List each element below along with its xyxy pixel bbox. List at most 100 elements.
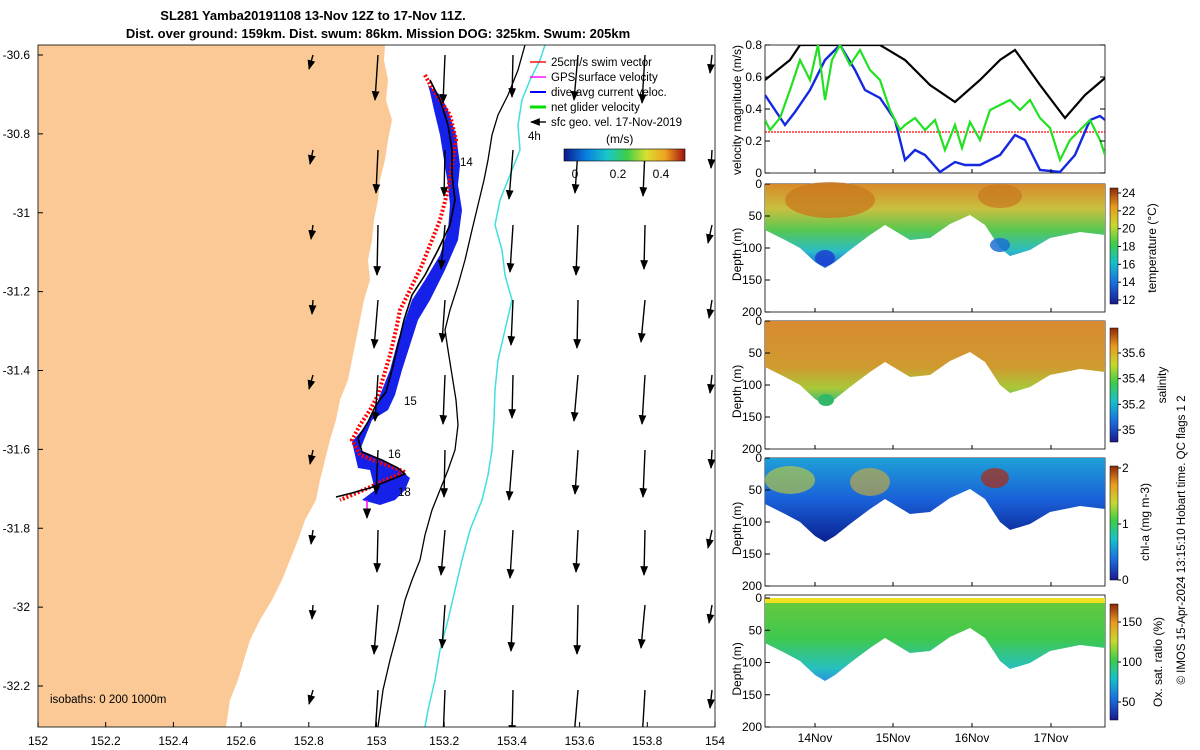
oxygen-depth-tick-label: 150 — [742, 688, 762, 702]
geo-velocity-arrow — [638, 54, 647, 104]
geo-velocity-arrow — [508, 689, 517, 727]
temperature-cbar-tick-label: 14 — [1122, 275, 1136, 289]
geo-velocity-arrow — [573, 604, 582, 655]
isobaths-label: isobaths: 0 200 1000m — [50, 694, 166, 706]
oxygen-depth-tick-label: 50 — [749, 623, 763, 637]
temperature-cbar-tick-label: 24 — [1122, 186, 1136, 200]
current-velocity-line — [765, 45, 1105, 173]
map-y-tick-label: -30.8 — [3, 127, 31, 141]
salinity-depth-tick-label: 200 — [742, 442, 762, 456]
oxygen-depth-tick-label: 0 — [755, 591, 762, 605]
geo-velocity-arrow — [505, 149, 514, 200]
geo-velocity-arrow — [640, 224, 649, 270]
geo-velocity-arrow — [637, 604, 646, 649]
map-y-tick-label: -32 — [13, 600, 31, 614]
map-y-tick-label: -32.2 — [3, 679, 31, 693]
geo-velocity-arrow — [308, 224, 317, 240]
cold-core-1 — [815, 250, 835, 266]
geo-velocity-arrow — [307, 54, 316, 70]
map-y-tick-label: -31.2 — [3, 285, 31, 299]
geo-velocity-arrow — [707, 54, 715, 74]
velocity-panel: 0 0.2 0.4 0.6 0.8 velocity magnitude (m/s) — [730, 38, 1106, 180]
low-salinity-core — [818, 394, 834, 406]
chla-depth-tick-label: 0 — [755, 451, 762, 465]
map-x-tick-label: 152 — [28, 734, 48, 748]
velocity-frame — [764, 44, 1106, 174]
temperature-cbar-label: temperature (°C) — [1145, 203, 1159, 293]
map-x-tick-label: 153.4 — [497, 734, 527, 748]
geo-velocity-arrow — [372, 149, 381, 194]
geo-velocity-arrow — [706, 224, 714, 244]
geo-velocity-arrow — [572, 224, 581, 276]
temperature-cbar-tick-label: 16 — [1122, 257, 1136, 271]
temperature-cbar-tick-label: 18 — [1122, 240, 1136, 254]
temperature-cbar-tick-label: 22 — [1122, 204, 1136, 218]
chla-panel — [764, 457, 1106, 587]
geo-velocity-arrow — [640, 529, 649, 576]
map-colorbar-unit: (m/s) — [606, 132, 633, 146]
oxygen-panel — [764, 594, 1106, 728]
oxygen-depth-tick-label: 200 — [742, 720, 762, 734]
chla-cbar-tick-label: 0 — [1122, 573, 1129, 587]
geo-velocity-arrow — [574, 689, 579, 727]
land-mass — [38, 45, 392, 727]
velocity-y-tick-label: 0.4 — [745, 102, 762, 116]
colorbar-ticks: 24 22 20 18 16 14 12 35.6 35.4 35.2 35 2 1 0 150 100 50 — [1118, 186, 1146, 709]
salinity-colorbar — [1109, 327, 1119, 443]
velocity-y-tick-label: 0 — [755, 166, 762, 180]
salinity-ylabel: Depth (m) — [730, 365, 744, 418]
temperature-ylabel: Depth (m) — [730, 228, 744, 281]
salinity-depth-tick-label: 100 — [742, 378, 762, 392]
warm-core-1 — [785, 182, 875, 218]
time-tick-label: 15Nov — [876, 731, 911, 745]
salinity-cbar-tick-label: 35.6 — [1122, 346, 1146, 360]
geo-velocity-arrow — [308, 529, 317, 545]
oxygen-cbar-tick-label: 100 — [1122, 655, 1142, 669]
salinity-depth-tick-label: 150 — [742, 410, 762, 424]
oxygen-depth-tick-label: 100 — [742, 656, 762, 670]
geo-velocity-arrow — [308, 299, 317, 315]
geo-velocity-arrow — [637, 299, 646, 343]
velocity-y-tick-label: 0.6 — [745, 70, 762, 84]
salinity-depth-tick-label: 50 — [749, 346, 763, 360]
chla-ylabel: Depth (m) — [730, 502, 744, 555]
legend-gps: GPS surface velocity — [551, 72, 658, 84]
geo-velocity-arrow — [505, 449, 514, 501]
geo-velocity-arrows — [307, 54, 715, 727]
geo-velocity-arrow — [439, 374, 448, 425]
map-x-tick-label: 152.6 — [226, 734, 256, 748]
geo-velocity-arrow — [508, 54, 517, 98]
cold-core-2 — [990, 238, 1010, 252]
velocity-y-ticks: 0 0.2 0.4 0.6 0.8 — [745, 38, 1105, 180]
geo-velocity-arrow — [570, 54, 579, 101]
net-velocity-line — [765, 45, 1105, 163]
chla-depth-tick-label: 100 — [742, 515, 762, 529]
time-tick-label: 16Nov — [955, 731, 990, 745]
velocity-y-tick-label: 0.2 — [745, 134, 762, 148]
map-x-tick-label: 153.8 — [632, 734, 662, 748]
title-line-1: SL281 Yamba20191108 13-Nov 12Z to 17-Nov… — [160, 8, 465, 23]
chla-colorbar — [1109, 465, 1119, 581]
geo-velocity-arrow — [438, 299, 447, 343]
legend-current: dive-avg current veloc. — [551, 87, 667, 99]
temperature-depth-tick-label: 150 — [742, 273, 762, 287]
map-colorbar — [563, 148, 686, 162]
map-cbar-tick-2: 0.4 — [653, 167, 670, 181]
geo-velocity-arrow — [706, 529, 714, 549]
geo-velocity-arrow — [437, 224, 446, 270]
map-x-tick-label: 154 — [705, 734, 725, 748]
oxygen-cbar-label: Ox. sat. ratio (%) — [1151, 617, 1165, 707]
imos-footer: © IMOS 15-Apr-2024 13:15:10 Hobart time.… — [1176, 395, 1188, 684]
geo-velocity-arrow — [573, 299, 582, 349]
section-ticks: 0 50 100 150 200 Depth (m) 0 50 100 150 200 Depth (… — [730, 177, 770, 734]
day-label-14: 14 — [460, 157, 473, 169]
time-tick-label: 14Nov — [798, 731, 833, 745]
glider-track — [335, 74, 462, 520]
legend-geo: sfc geo. vel. 17-Nov-2019 — [551, 117, 682, 129]
chla-depth-tick-label: 50 — [749, 483, 763, 497]
velocity-y-tick-label: 0.8 — [745, 38, 762, 52]
temperature-cbar-tick-label: 20 — [1122, 222, 1136, 236]
day-label-18: 18 — [398, 487, 411, 499]
geo-velocity-arrow — [307, 374, 316, 390]
title-line-2: Dist. over ground: 159km. Dist. swum: 86… — [126, 26, 630, 41]
